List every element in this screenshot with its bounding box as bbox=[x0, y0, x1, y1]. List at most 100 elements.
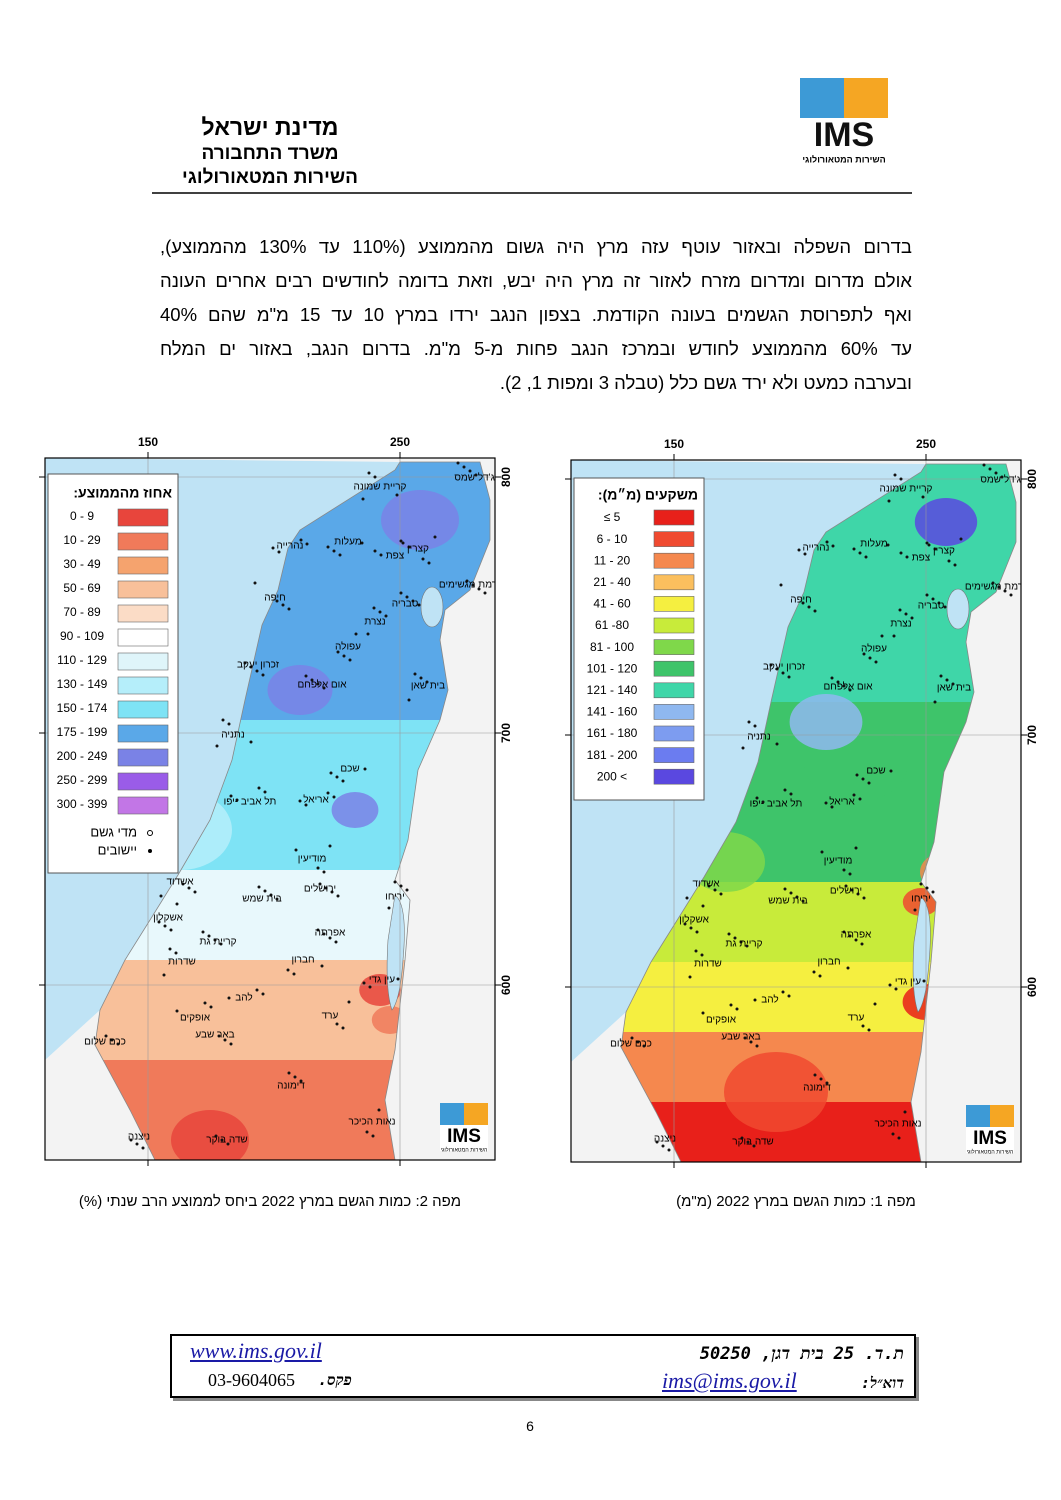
settlement-dot bbox=[824, 801, 828, 805]
settlement-dot bbox=[781, 990, 785, 994]
settlement-dot bbox=[468, 469, 472, 473]
settlement-dot bbox=[427, 561, 431, 565]
place-name: זכרון יעקב bbox=[237, 660, 280, 671]
email-link[interactable]: ims@ims.gov.il bbox=[662, 1368, 797, 1393]
y-tick-label: 600 bbox=[1025, 977, 1039, 997]
settlement-dot bbox=[850, 888, 854, 892]
place-name: שדרות bbox=[168, 957, 196, 968]
legend-swatch bbox=[117, 652, 169, 671]
settlement-dot bbox=[1009, 593, 1013, 597]
page-number: 6 bbox=[526, 1418, 534, 1434]
settlement-dot bbox=[456, 461, 460, 465]
settlement-dot bbox=[933, 547, 937, 551]
settlement-dot bbox=[818, 974, 822, 978]
place-name: אשקלון bbox=[153, 912, 183, 924]
settlement-dot bbox=[630, 1036, 634, 1040]
settlement-dot bbox=[922, 979, 926, 983]
legend-swatch bbox=[653, 596, 695, 612]
legend-swatch bbox=[117, 676, 169, 695]
place-name: בית שמש bbox=[768, 896, 807, 907]
place-name: כרם שלום bbox=[84, 1036, 126, 1048]
place-name: דימונה bbox=[803, 1083, 831, 1094]
paragraph-line: אולם מדרום ומדרום מזרח לאזור זה מרץ היה … bbox=[160, 270, 912, 291]
settlement-dot bbox=[858, 797, 862, 801]
settlement-dot bbox=[163, 924, 167, 928]
settlement-dot bbox=[695, 930, 699, 934]
legend-swatch bbox=[117, 772, 169, 791]
settlement-dot bbox=[326, 791, 330, 795]
settlement-dot bbox=[707, 884, 711, 888]
settlement-dot bbox=[255, 988, 259, 992]
settlement-dot bbox=[363, 767, 367, 771]
settlement-dot bbox=[395, 493, 399, 497]
paragraph-line: ובערבה כמעט ולא ירד גשם כלל (טבלה 3 ומפו… bbox=[499, 372, 912, 393]
map-caption: מפה 1: כמות הגשם במרץ 2022 (מ"מ) bbox=[676, 1193, 916, 1210]
legend-label: 110 - 129 bbox=[57, 653, 107, 667]
settlement-dot bbox=[701, 1011, 705, 1015]
place-name: שדה בוקר bbox=[732, 1137, 773, 1148]
settlement-dot bbox=[779, 583, 783, 587]
legend-label: 61 -80 bbox=[595, 618, 629, 632]
settlement-dot bbox=[892, 634, 896, 638]
legend-label: 150 - 174 bbox=[57, 701, 108, 715]
place-name: עין גדי bbox=[895, 977, 921, 988]
settlement-dot bbox=[803, 552, 807, 556]
settlement-dot bbox=[745, 944, 749, 948]
settlement-dot bbox=[175, 1009, 179, 1013]
settlement-dot bbox=[384, 614, 388, 618]
settlement-dot bbox=[174, 951, 178, 955]
settlement-dot bbox=[393, 880, 397, 884]
settlement-dot bbox=[261, 673, 265, 677]
legend-label: 21 - 40 bbox=[593, 575, 631, 589]
legend-symbol-label: מדי גשם bbox=[90, 824, 137, 839]
settlement-dot bbox=[324, 886, 328, 890]
settlement-dot bbox=[667, 1148, 671, 1152]
settlement-dot bbox=[769, 663, 773, 667]
settlement-dot bbox=[219, 942, 223, 946]
place-name: זכרון יעקב bbox=[763, 662, 806, 673]
settlement-dot bbox=[336, 650, 340, 654]
website-link[interactable]: www.ims.gov.il bbox=[190, 1338, 322, 1363]
settlement-dot bbox=[287, 607, 291, 611]
settlement-dot bbox=[685, 896, 689, 900]
logo-base bbox=[440, 1125, 488, 1151]
place-name: נצרת bbox=[364, 617, 385, 628]
place-name: ערד bbox=[322, 1011, 339, 1022]
settlement-dot bbox=[366, 632, 370, 636]
settlement-dot bbox=[919, 882, 923, 886]
legend-label: 41 - 60 bbox=[593, 597, 631, 611]
settlement-dot bbox=[874, 660, 878, 664]
settlement-dot bbox=[991, 581, 995, 585]
settlement-dot bbox=[226, 1142, 230, 1146]
settlement-dot bbox=[377, 1108, 381, 1112]
logo-orange bbox=[464, 1103, 488, 1125]
settlement-dot bbox=[368, 985, 372, 989]
logo-blue bbox=[440, 1103, 464, 1125]
settlement-dot bbox=[249, 665, 253, 669]
legend-swatch bbox=[653, 660, 695, 677]
settlement-dot bbox=[873, 1002, 877, 1006]
legend-swatch bbox=[653, 747, 695, 763]
header-line: משרד התחבורה bbox=[201, 143, 339, 164]
legend-swatch bbox=[653, 552, 695, 569]
settlement-dot bbox=[947, 559, 951, 563]
legend-label: 30 - 49 bbox=[63, 557, 101, 571]
settlement-dot bbox=[193, 890, 197, 894]
legend-swatch bbox=[653, 704, 695, 720]
settlement-dot bbox=[396, 977, 400, 981]
settlement-dot bbox=[747, 720, 751, 724]
logo-subtitle: השירות המטאורולוגי bbox=[802, 154, 885, 164]
rain-zone bbox=[331, 792, 379, 828]
settlement-dot bbox=[292, 972, 296, 976]
settlement-dot bbox=[783, 887, 787, 891]
settlement-dot bbox=[937, 601, 941, 605]
legend-label: 121 - 140 bbox=[587, 683, 638, 697]
settlement-dot bbox=[257, 885, 261, 889]
legend-label: 6 - 10 bbox=[597, 532, 628, 546]
settlement-dot bbox=[129, 1138, 133, 1142]
place-name: ירושלים bbox=[830, 885, 862, 897]
settlement-dot bbox=[220, 1138, 224, 1142]
